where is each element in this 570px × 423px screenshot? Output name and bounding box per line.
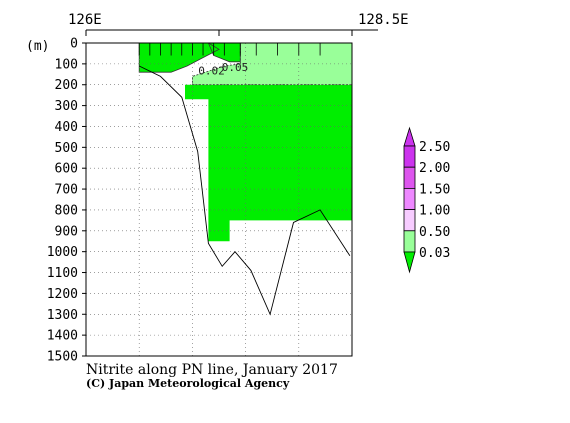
grid-lines [86, 43, 352, 356]
shaded-region-1 [139, 43, 219, 73]
y-tick-label-1200: 1200 [47, 287, 78, 302]
legend-swatch-4 [403, 230, 416, 253]
contour-line-3 [191, 43, 352, 86]
legend-label-0: 2.50 [419, 140, 450, 155]
shaded-region-3 [192, 43, 352, 85]
y-tick-label-800: 800 [55, 203, 78, 218]
legend-label-1: 2.00 [419, 161, 450, 176]
legend-swatch-0 [403, 145, 416, 168]
shaded-region-0 [185, 84, 352, 242]
y-tick-label-0: 0 [70, 37, 78, 52]
bottom-topography [139, 65, 351, 316]
y-tick-label-900: 900 [55, 224, 78, 239]
contour-lines [138, 43, 352, 86]
contour-label-1: 0.05 [222, 61, 249, 74]
lon-tick-label-1: 128.5E [358, 12, 409, 28]
contour-labels: 0.020.05 [198, 61, 248, 77]
shaded-regions [139, 43, 352, 242]
legend-swatch-1 [403, 166, 416, 189]
top-axis: 126E 128.5E [68, 12, 409, 36]
y-tick-label-600: 600 [55, 162, 78, 177]
y-tick-label-1000: 1000 [47, 245, 78, 260]
contour-label-0: 0.02 [198, 64, 225, 77]
legend-label-2: 1.50 [419, 182, 450, 197]
y-tick-label-100: 100 [55, 57, 78, 72]
legend-swatch-3 [403, 209, 416, 232]
lon-tick-label-0: 126E [68, 12, 102, 28]
y-tick-label-1100: 1100 [47, 266, 78, 281]
color-legend: 2.50 2.00 1.50 1.00 0.50 0.03 [403, 126, 450, 274]
y-tick-label-700: 700 [55, 183, 78, 198]
plot-area: 0.020.05 [85, 42, 353, 357]
bottom-line [139, 65, 351, 316]
y-axis: 0 100 200 300 400 500 600 700 800 900 1000 1100 1200… [47, 37, 86, 365]
y-tick-label-1400: 1400 [47, 329, 78, 344]
legend-arrow-bottom [403, 251, 416, 274]
legend-arrow-top [403, 126, 416, 147]
y-tick-label-500: 500 [55, 141, 78, 156]
y-tick-label-200: 200 [55, 78, 78, 93]
depth-unit-label: (m) [26, 39, 49, 54]
contour-line-1 [138, 43, 220, 73]
contour-line-2 [207, 43, 241, 63]
credit-text: (C) Japan Meteorological Agency [86, 377, 290, 390]
chart-title: Nitrite along PN line, January 2017 [86, 362, 338, 378]
legend-label-5: 0.03 [419, 246, 450, 261]
legend-label-4: 0.50 [419, 225, 450, 240]
legend-label-3: 1.00 [419, 204, 450, 219]
y-tick-label-1300: 1300 [47, 308, 78, 323]
y-tick-label-300: 300 [55, 99, 78, 114]
plot-frame [85, 42, 353, 357]
y-tick-label-1500: 1500 [47, 350, 78, 365]
y-tick-label-400: 400 [55, 120, 78, 135]
legend-swatch-2 [403, 187, 416, 210]
